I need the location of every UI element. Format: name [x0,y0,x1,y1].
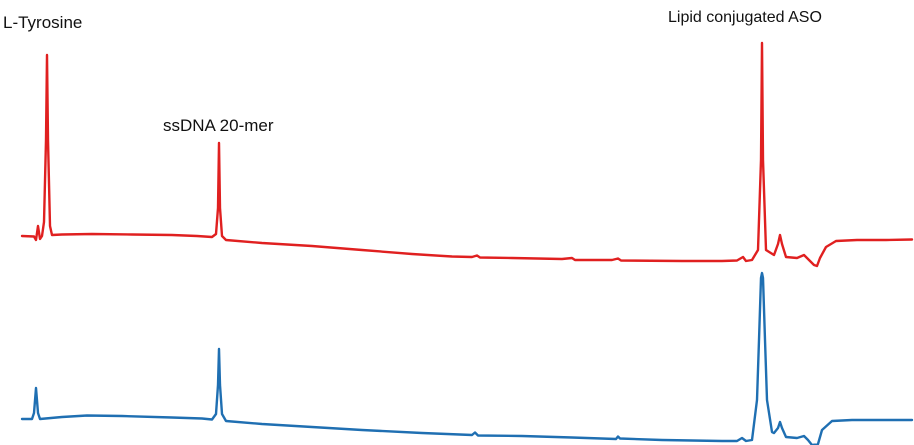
l-tyrosine-peak-label: L-Tyrosine [3,13,83,32]
ssdna-20-mer-peak-label: ssDNA 20-mer [163,116,274,135]
upper-trace-red [20,41,914,268]
lower-trace-blue [20,271,914,445]
trace-layer [20,41,914,445]
lipid-conjugated-aso-peak-label: Lipid conjugated ASO [668,9,822,26]
